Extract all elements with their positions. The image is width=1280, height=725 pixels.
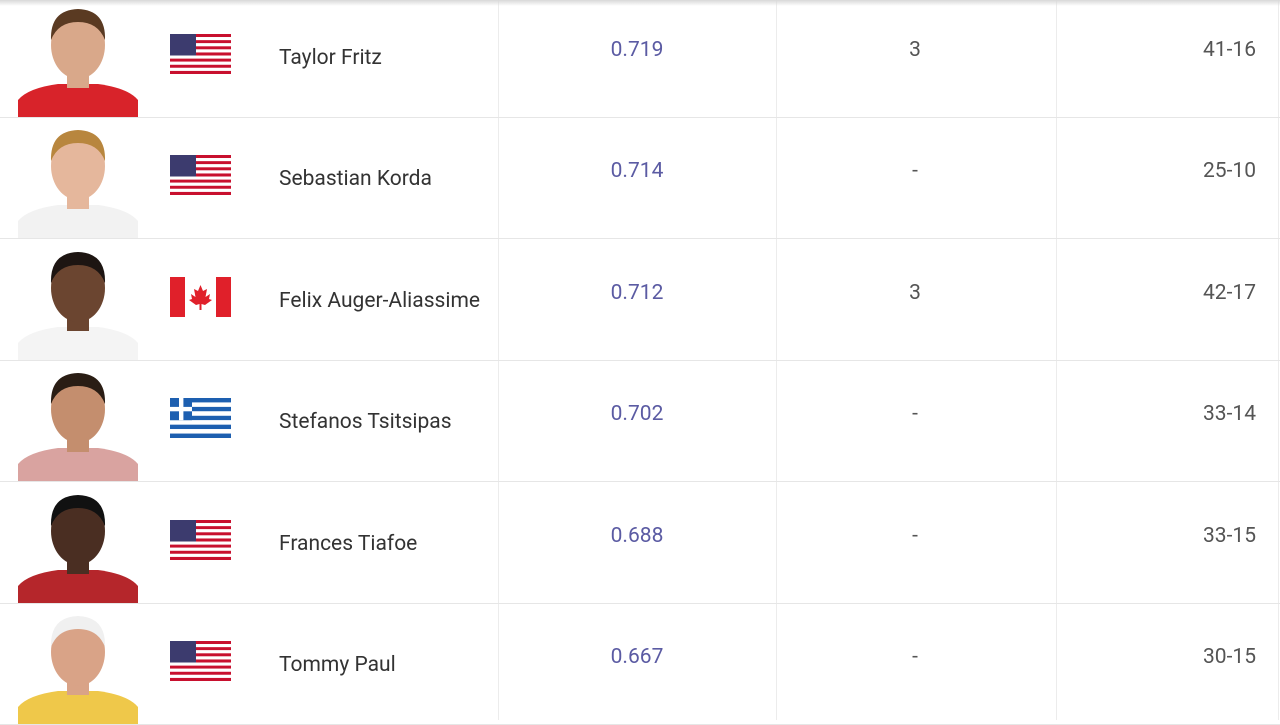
player-photo <box>18 130 138 239</box>
win-ratio: 0.667 <box>610 645 664 669</box>
win-ratio: 0.702 <box>610 402 664 427</box>
player-photo <box>18 494 138 603</box>
titles: - <box>912 402 918 427</box>
player-name: Tommy Paul <box>279 643 489 687</box>
table-row: Tommy Paul 0.667 - 30-15 <box>0 603 1280 725</box>
player-photo <box>18 616 138 724</box>
player-name-text: Taylor Fritz <box>279 46 382 70</box>
table-row: Frances Tiafoe 0.688 - 33-15 <box>0 482 1280 604</box>
record: 33-15 <box>1202 523 1256 548</box>
titles: - <box>912 159 918 184</box>
player-name-text: Stefanos Tsitsipas <box>279 410 452 435</box>
player-name-text: Frances Tiafoe <box>279 531 418 556</box>
player-name: Taylor Fritz <box>279 36 489 80</box>
titles: - <box>912 645 918 669</box>
win-ratio: 0.688 <box>610 523 664 548</box>
titles: - <box>912 523 918 548</box>
table-row: Felix Auger-Aliassime 0.712 3 42-17 <box>0 239 1280 361</box>
record: 30-15 <box>1202 645 1256 669</box>
player-name: Frances Tiafoe <box>279 522 489 566</box>
top-shadow <box>0 0 1280 6</box>
country-flag <box>170 641 231 681</box>
player-photo <box>18 373 138 482</box>
record: 41-16 <box>1202 38 1256 62</box>
player-photo <box>18 251 138 360</box>
country-flag <box>170 519 231 560</box>
table-row: Stefanos Tsitsipas 0.702 - 33-14 <box>0 360 1280 483</box>
player-name-text: Felix Auger-Aliassime <box>279 288 481 313</box>
country-flag <box>170 155 231 196</box>
player-name-text: Tommy Paul <box>279 653 396 677</box>
win-ratio: 0.712 <box>610 280 664 305</box>
table-row: Sebastian Korda 0.714 - 25-10 <box>0 117 1280 240</box>
titles: 3 <box>909 280 921 305</box>
player-name: Felix Auger-Aliassime <box>279 279 489 323</box>
country-flag <box>170 276 231 317</box>
country-flag <box>170 34 231 74</box>
record: 25-10 <box>1202 159 1256 184</box>
win-ratio: 0.714 <box>610 159 664 184</box>
table-row: Taylor Fritz 0.719 3 41-16 <box>0 0 1280 118</box>
player-name: Sebastian Korda <box>279 157 489 201</box>
country-flag <box>170 398 231 439</box>
titles: 3 <box>909 38 921 62</box>
record: 33-14 <box>1202 402 1256 427</box>
win-ratio: 0.719 <box>610 38 664 62</box>
player-name: Stefanos Tsitsipas <box>279 400 489 444</box>
player-photo <box>18 9 138 117</box>
player-name-text: Sebastian Korda <box>279 167 432 192</box>
record: 42-17 <box>1202 280 1256 305</box>
